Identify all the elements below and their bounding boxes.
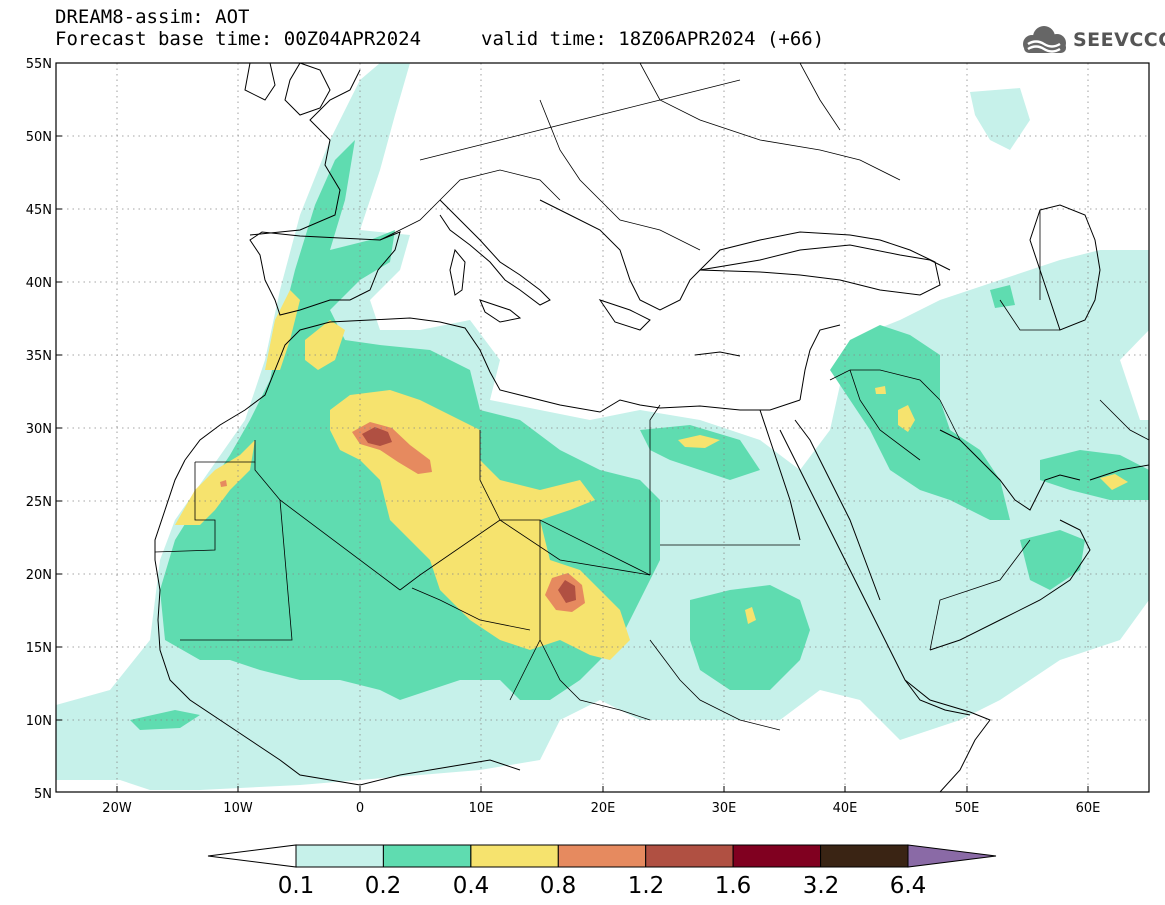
lat-label: 25N [26,495,52,510]
colorbar-label: 1.6 [715,873,752,899]
lat-label: 40N [26,276,52,291]
lon-label: 40E [833,801,858,816]
colorbar-below-triangle [207,844,297,868]
colorbar-label: 1.2 [628,873,665,899]
lon-label: 20W [102,801,132,816]
seevccc-logo: SEEVCCC [1018,24,1165,58]
aot-contour-1.2 [362,427,392,446]
lon-label: 10E [469,801,494,816]
lon-label: 10W [223,801,253,816]
tick-marks [56,62,1089,792]
colorbar: 0.1 0.2 0.4 0.8 1.2 1.6 3.2 6.4 [207,844,997,899]
colorbar-swatch [382,844,472,868]
cloud-icon [1023,26,1066,53]
colorbar-label: 0.8 [540,873,577,899]
lon-label: 20E [591,801,616,816]
aot-field [56,63,1149,790]
lat-label: 35N [26,349,52,364]
colorbar-label: 0.1 [278,873,315,899]
valid-time: valid time: 18Z06APR2024 (+66) [481,28,825,50]
gridlines [56,63,1149,792]
lon-labels: 20W 10W 0 10E 20E 30E 40E 50E 60E [102,801,1100,816]
colorbar-swatch [470,844,559,868]
colorbar-label: 0.2 [365,873,402,899]
colorbar-label: 3.2 [803,873,840,899]
colorbar-swatch [295,844,384,868]
lon-label: 0 [356,801,364,816]
lat-label: 10N [26,714,52,729]
colorbar-swatch [645,844,734,868]
colorbar-swatch [557,844,647,868]
lat-label: 15N [26,641,52,656]
aot-contour-0.1 [56,63,1149,790]
logo-text: SEEVCCC [1073,29,1165,51]
colorbar-label: 0.4 [453,873,490,899]
lat-label: 30N [26,422,52,437]
colorbar-above-triangle [907,844,997,868]
lat-label: 50N [26,130,52,145]
lon-label: 30E [712,801,737,816]
forecast-base-time: Forecast base time: 00Z04APR2024 [55,28,422,50]
lon-label: 50E [955,801,980,816]
coastlines [154,63,1149,792]
borders [154,63,1149,731]
lat-label: 20N [26,568,52,583]
lat-label: 55N [26,57,52,72]
map-title: DREAM8-assim: AOT [55,6,250,28]
colorbar-swatch [820,844,909,868]
colorbar-swatch [732,844,821,868]
lat-label: 45N [26,203,52,218]
lon-label: 60E [1076,801,1101,816]
colorbar-label: 6.4 [890,873,927,899]
lat-label: 5N [34,787,52,802]
lat-labels: 55N 50N 45N 40N 35N 30N 25N 20N 15N 10N … [26,57,52,802]
